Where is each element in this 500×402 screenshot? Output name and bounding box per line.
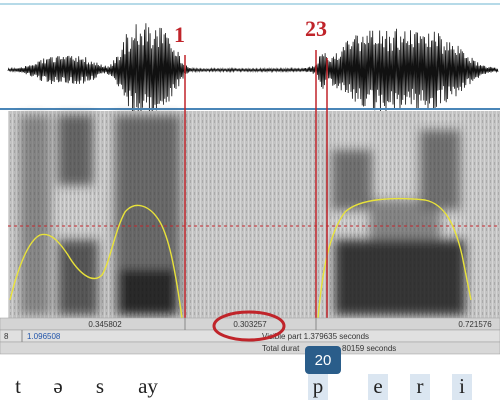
phone-label: r xyxy=(417,374,424,398)
phone-label: p xyxy=(313,374,324,398)
phone-label: t xyxy=(15,374,21,398)
pitch-curve xyxy=(9,204,183,319)
time-label: 0.303257 xyxy=(233,320,267,329)
boundary-label: 23 xyxy=(305,16,327,41)
time-bar: 0.345802 0.303257 0.721576 8 1.096508 Vi… xyxy=(0,317,500,355)
info-label: 8 xyxy=(4,332,9,341)
transcription: t ə s ay p e r i xyxy=(15,374,472,400)
time-label: 0.721576 xyxy=(458,320,492,329)
phone-label: e xyxy=(373,374,382,398)
phone-label: s xyxy=(96,374,104,398)
spectrogram xyxy=(8,111,500,319)
waveform xyxy=(7,23,499,115)
visible-part: Visible part 1.379635 seconds xyxy=(262,332,369,341)
badge-label[interactable]: 20 xyxy=(315,352,332,369)
highlight-ellipse xyxy=(212,310,286,342)
badge[interactable] xyxy=(305,346,341,374)
time-label: 0.345802 xyxy=(88,320,122,329)
start-time: 1.096508 xyxy=(27,332,61,341)
total-duration: Total durat xyxy=(262,344,300,353)
pitch-curve xyxy=(317,197,472,319)
phone-label: i xyxy=(459,374,465,398)
phone-label: ə xyxy=(53,374,62,398)
total-duration: 80159 seconds xyxy=(342,344,396,353)
boundary-label: 1 xyxy=(174,22,185,47)
waveform-trace xyxy=(7,23,499,115)
phone-label: ay xyxy=(138,374,158,398)
